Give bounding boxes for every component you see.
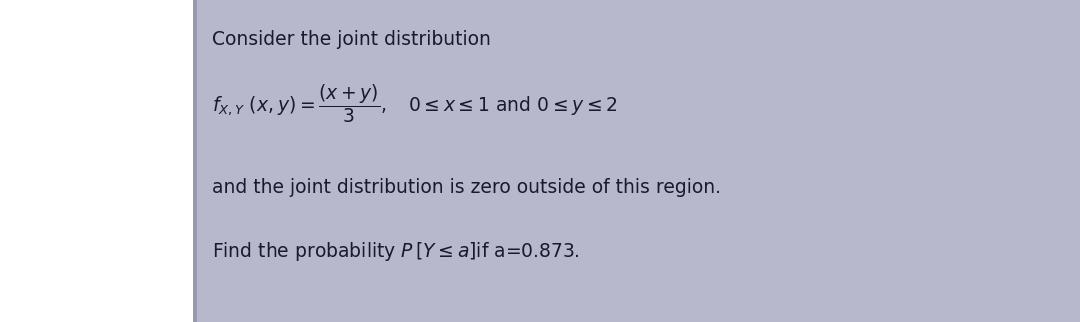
Bar xyxy=(0,0,195,322)
Text: Find the probability $P\,[Y \leq a]$if a=0.873.: Find the probability $P\,[Y \leq a]$if a… xyxy=(212,240,580,263)
Text: Consider the joint distribution: Consider the joint distribution xyxy=(212,30,491,49)
Text: and the joint distribution is zero outside of this region.: and the joint distribution is zero outsi… xyxy=(212,178,721,197)
Bar xyxy=(193,0,197,322)
Bar xyxy=(195,0,1080,322)
Text: $f_{X,Y}\ (x,y) = \dfrac{(x+y)}{3},$   $0 \leq x \leq 1\ \mathrm{and}\ 0 \leq y : $f_{X,Y}\ (x,y) = \dfrac{(x+y)}{3},$ $0 … xyxy=(212,82,618,125)
